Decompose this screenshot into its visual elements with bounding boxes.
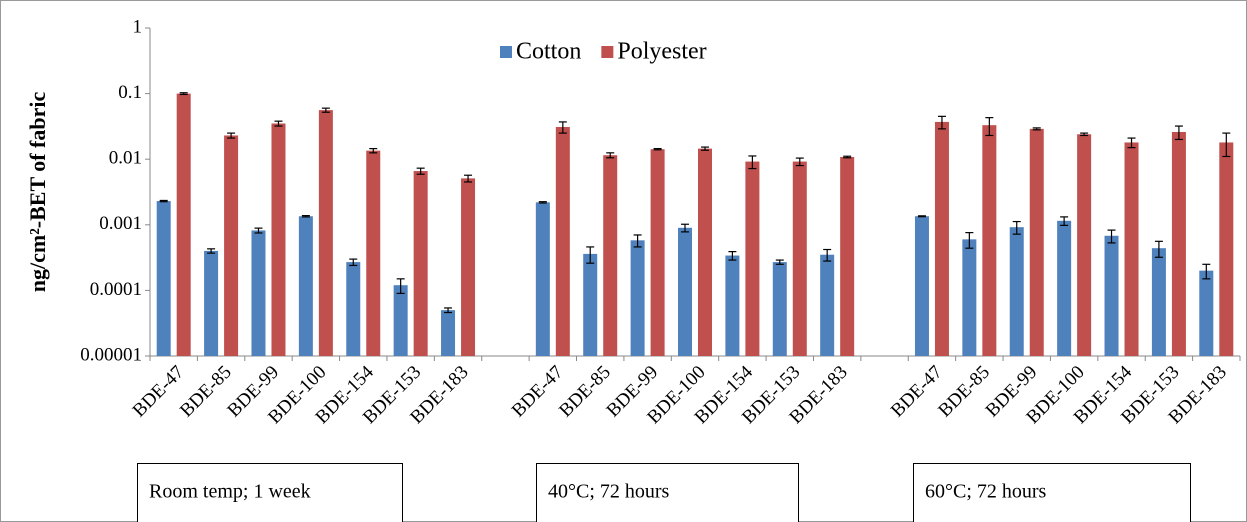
bar <box>1057 220 1072 356</box>
bar <box>630 240 645 356</box>
bar <box>698 148 712 356</box>
bar <box>1124 142 1139 356</box>
group-box <box>137 463 403 522</box>
y-tick-label: 0.1 <box>118 82 142 103</box>
bar <box>962 239 977 356</box>
legend-swatch <box>500 46 512 58</box>
bar <box>393 285 408 356</box>
bar <box>204 250 219 356</box>
legend-label: Polyester <box>617 39 706 65</box>
bar <box>271 123 286 356</box>
y-axis-label: ng/cm²-BET of fabric <box>25 92 50 293</box>
bar <box>441 310 456 356</box>
bar <box>1199 270 1214 356</box>
bar <box>298 216 313 356</box>
bar <box>318 110 333 356</box>
bar <box>678 227 692 356</box>
bar <box>792 161 807 356</box>
legend-swatch <box>601 46 614 58</box>
bar <box>224 135 239 356</box>
group-label: Room temp; 1 week <box>149 481 311 503</box>
bar <box>251 230 266 356</box>
bar <box>772 262 787 356</box>
bar <box>461 178 476 356</box>
y-tick-label: 0.00001 <box>80 344 142 365</box>
y-tick-label: 0.001 <box>99 213 142 234</box>
bar <box>840 157 855 356</box>
bar <box>603 155 618 356</box>
bar <box>1151 248 1166 356</box>
bar <box>555 126 570 356</box>
bar <box>583 253 598 356</box>
legend-label: Cotton <box>516 39 581 65</box>
bar <box>725 255 740 356</box>
group-box <box>536 463 799 522</box>
bar <box>156 201 171 356</box>
bar <box>982 125 997 356</box>
bar <box>650 149 665 356</box>
bar <box>745 161 760 356</box>
y-tick-label: 0.01 <box>109 148 142 169</box>
y-tick-label: 1 <box>133 16 143 37</box>
bar <box>413 171 428 356</box>
bar <box>1171 131 1186 356</box>
bar <box>914 216 929 356</box>
bar <box>366 150 381 356</box>
group-label: 60°C; 72 hours <box>925 481 1047 503</box>
group-label: 40°C; 72 hours <box>548 481 670 503</box>
bar <box>820 254 835 356</box>
bar <box>934 121 949 356</box>
bar <box>346 262 361 356</box>
bar <box>1029 128 1044 356</box>
bar <box>1104 235 1119 356</box>
group-box <box>913 463 1191 522</box>
bar <box>535 202 550 356</box>
bar <box>176 93 191 356</box>
bar <box>1077 134 1092 356</box>
bar <box>1219 142 1234 356</box>
y-tick-label: 0.0001 <box>90 279 142 300</box>
bar <box>1009 227 1024 356</box>
